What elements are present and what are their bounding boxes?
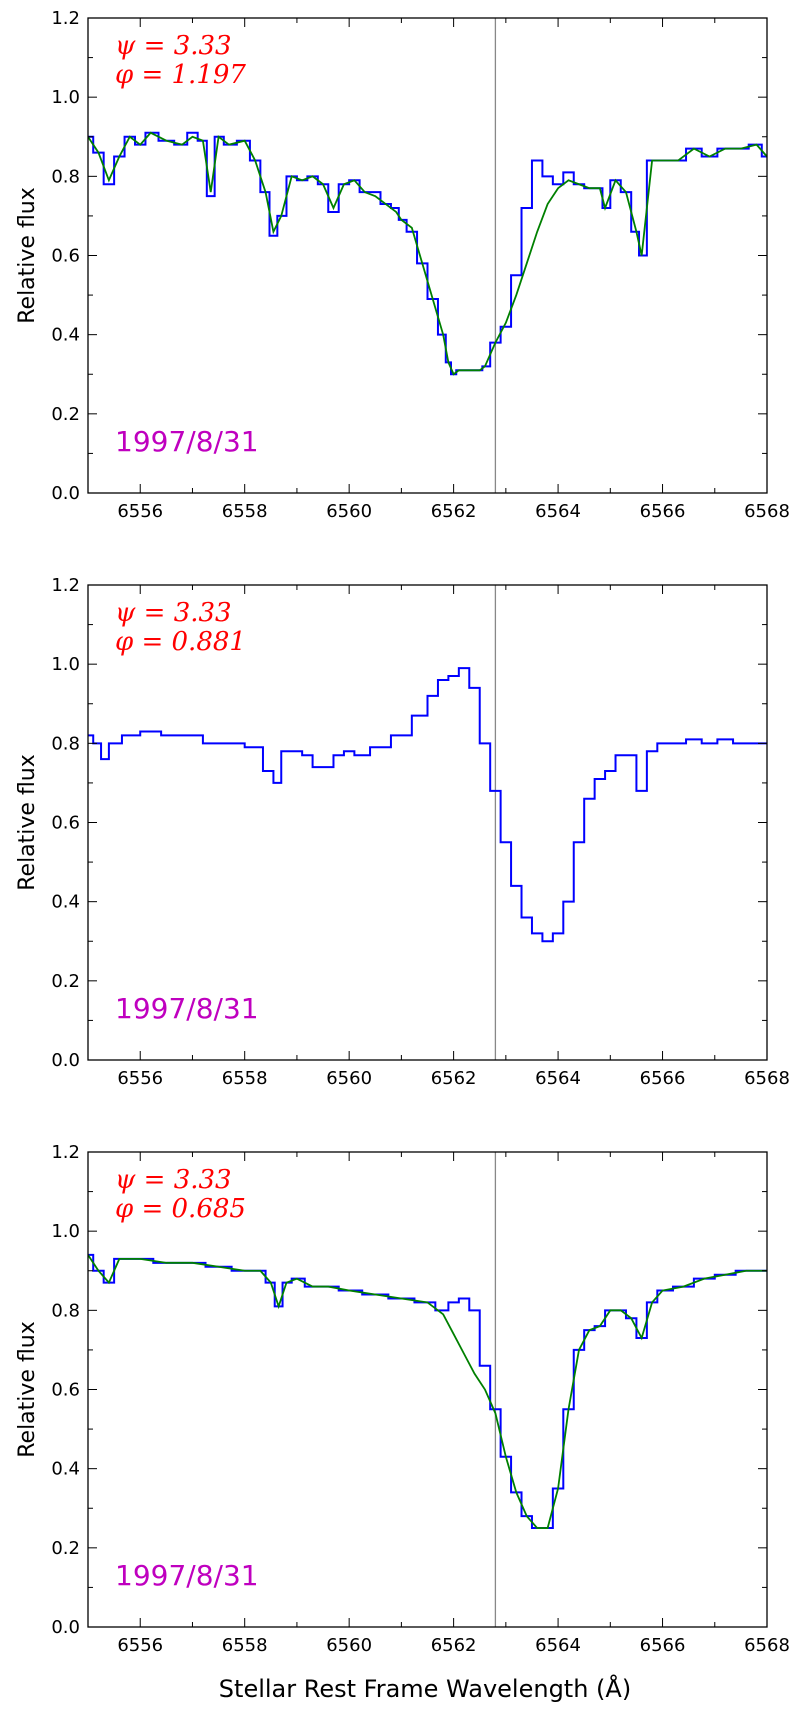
x-tick-label: 6568 (744, 1635, 790, 1656)
y-tick-label: 0.4 (51, 1459, 80, 1480)
x-tick-label: 6562 (431, 501, 477, 522)
x-tick-label: 6556 (117, 501, 163, 522)
x-tick-label: 6564 (535, 1635, 581, 1656)
parameter-annotation: ψ = 3.33 (115, 598, 232, 628)
x-axis-label: Stellar Rest Frame Wavelength (Å) (219, 1674, 631, 1703)
x-tick-label: 6558 (222, 1068, 268, 1089)
model-spectrum-line (88, 1254, 767, 1529)
chart-panel-3: 6556 6558 6560 6562 6564 6566 6568 0.0 0.2 0.4 0.6… (15, 1142, 790, 1656)
x-tick-label: 6558 (222, 501, 268, 522)
y-axis-label: Relative flux (15, 187, 40, 324)
y-tick-label: 1.0 (51, 87, 80, 108)
y-tick-label: 0.4 (51, 325, 80, 346)
y-tick-label: 0.2 (51, 971, 80, 992)
date-annotation: 1997/8/31 (115, 425, 259, 458)
parameter-annotation: φ = 0.685 (115, 1194, 246, 1224)
observed-spectrum-line (88, 1253, 767, 1530)
y-tick-label: 0.6 (51, 813, 80, 834)
y-tick-label: 0.2 (51, 404, 80, 425)
x-tick-label: 6562 (431, 1635, 477, 1656)
observed-spectrum-line (88, 131, 767, 376)
y-tick-label: 1.2 (51, 1142, 80, 1163)
y-tick-label: 1.0 (51, 1221, 80, 1242)
chart-panel-1: 6556 6558 6560 6562 6564 6566 6568 0.0 0.2 0.4 0.6… (15, 8, 790, 522)
y-axis-label: Relative flux (15, 1321, 40, 1458)
x-tick-label: 6568 (744, 1068, 790, 1089)
y-tick-label: 0.0 (51, 1617, 80, 1638)
x-tick-label: 6564 (535, 501, 581, 522)
y-tick-label: 0.6 (51, 246, 80, 267)
y-tick-label: 0.2 (51, 1538, 80, 1559)
x-tick-label: 6566 (640, 1635, 686, 1656)
parameter-annotation: ψ = 3.33 (115, 1165, 232, 1195)
y-tick-label: 0.6 (51, 1380, 80, 1401)
date-annotation: 1997/8/31 (115, 1559, 259, 1592)
x-tick-label: 6560 (326, 1068, 372, 1089)
x-tick-label: 6562 (431, 1068, 477, 1089)
x-tick-label: 6558 (222, 1635, 268, 1656)
plot-area (88, 18, 767, 493)
plot-area (88, 585, 767, 1060)
y-tick-label: 0.0 (51, 1050, 80, 1071)
x-tick-label: 6556 (117, 1635, 163, 1656)
x-tick-label: 6566 (640, 1068, 686, 1089)
date-annotation: 1997/8/31 (115, 992, 259, 1025)
x-tick-label: 6560 (326, 1635, 372, 1656)
x-tick-label: 6566 (640, 501, 686, 522)
parameter-annotation: ψ = 3.33 (115, 31, 232, 61)
plot-area (88, 1152, 767, 1627)
parameter-annotation: φ = 1.197 (115, 60, 246, 90)
y-tick-label: 0.8 (51, 1300, 80, 1321)
y-tick-label: 0.8 (51, 166, 80, 187)
x-tick-label: 6560 (326, 501, 372, 522)
model-spectrum-line (88, 131, 767, 376)
x-tick-label: 6564 (535, 1068, 581, 1089)
y-axis-label: Relative flux (15, 754, 40, 891)
y-tick-label: 1.2 (51, 575, 80, 596)
x-tick-label: 6568 (744, 501, 790, 522)
y-tick-label: 0.8 (51, 733, 80, 754)
y-tick-label: 0.0 (51, 483, 80, 504)
y-tick-label: 0.4 (51, 892, 80, 913)
y-tick-label: 1.0 (51, 654, 80, 675)
x-tick-label: 6556 (117, 1068, 163, 1089)
chart-panel-2: 6556 6558 6560 6562 6564 6566 6568 0.0 0.2 0.4 0.6… (15, 575, 790, 1089)
parameter-annotation: φ = 0.881 (115, 627, 246, 657)
y-tick-label: 1.2 (51, 8, 80, 29)
observed-spectrum-line (88, 667, 767, 943)
